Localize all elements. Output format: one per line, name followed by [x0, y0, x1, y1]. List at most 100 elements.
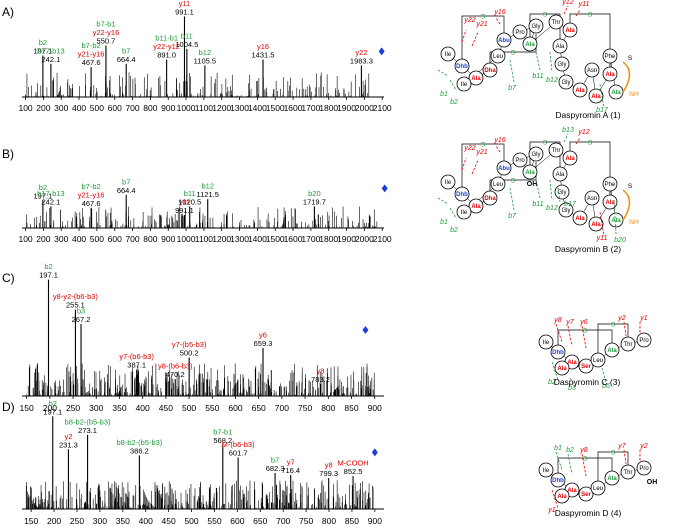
- fragment-label: b12: [546, 205, 558, 212]
- residue-node: Dha: [482, 62, 498, 78]
- peak-label: y16: [257, 42, 269, 51]
- precursor-marker: [371, 448, 378, 457]
- fragment-label: b13: [562, 127, 574, 134]
- residue-label: Ala: [557, 366, 567, 372]
- residue-node: Leu: [590, 352, 606, 368]
- peak-label: M-COOH: [337, 459, 368, 468]
- x-tick-label: 2100: [373, 234, 392, 244]
- residue-label: Asn: [587, 68, 597, 74]
- fragment-cut: [509, 59, 515, 83]
- x-tick-label: 200: [36, 103, 50, 113]
- x-tick-label: 800: [322, 516, 336, 526]
- fragment-cut: [437, 197, 449, 205]
- peak-label: b2: [39, 183, 47, 192]
- fragment-label: y1: [639, 315, 648, 322]
- peak-label: 1020.5: [178, 197, 201, 206]
- peak-label: b20: [308, 189, 321, 198]
- residue-circle: [562, 22, 578, 38]
- fragment-label: y8: [553, 317, 562, 324]
- peak-label: 273.1: [78, 426, 97, 435]
- x-tick-label: 900: [368, 403, 382, 413]
- fragment-label: b2: [450, 99, 458, 106]
- x-tick-label: 850: [345, 516, 359, 526]
- residue-label: Pro: [639, 338, 649, 344]
- peak-label: 716.4: [281, 466, 300, 475]
- residue-label: Abu: [498, 166, 510, 172]
- fragment-label: y16: [493, 9, 505, 16]
- structure-caption: Daspyromin A (1): [555, 110, 620, 120]
- residue-circle: [602, 48, 618, 64]
- residue-label: Abu: [498, 38, 510, 44]
- x-tick-label: 1900: [337, 234, 356, 244]
- residue-node: Ala: [602, 66, 618, 82]
- fragment-cut: [623, 321, 627, 337]
- thioether-bridge: [597, 451, 629, 481]
- fragment-label: y1: [547, 507, 556, 514]
- residue-node: Ala: [552, 38, 568, 54]
- precursor-marker: [362, 326, 369, 334]
- fragment-cut: [471, 31, 479, 47]
- residue-label: Ser: [581, 492, 591, 498]
- peak-label: 242.1: [42, 55, 61, 64]
- peak-label: y8: [325, 461, 333, 470]
- residue-circle: [588, 88, 604, 104]
- x-tick-label: 350: [112, 403, 126, 413]
- x-tick-label: 700: [275, 403, 289, 413]
- x-tick-label: 350: [116, 516, 130, 526]
- residue-circle: [482, 190, 498, 206]
- residue-label: Dhb: [456, 64, 468, 70]
- residue-circle: [584, 190, 600, 206]
- residue-node: Asn: [584, 62, 600, 78]
- fragment-label: b1: [440, 91, 448, 98]
- x-tick-label: 250: [66, 403, 80, 413]
- peak-label: 267.2: [72, 315, 91, 324]
- peak-label: y8-(b6-b3): [158, 362, 193, 371]
- x-tick-label: 200: [43, 403, 57, 413]
- fragment-cut: [575, 137, 581, 145]
- residue-node: Ala: [604, 470, 620, 486]
- peak-label: 197.1: [33, 47, 52, 56]
- peak-label: b8-b2-(b5-b3): [65, 417, 111, 426]
- residue-circle: [562, 150, 578, 166]
- residue-node: Ala: [588, 88, 604, 104]
- residue-circle: [604, 470, 620, 486]
- ring-sulfur-label: S: [628, 183, 633, 190]
- residue-circle: [496, 32, 512, 48]
- residue-label: Ala: [471, 76, 481, 82]
- precursor-marker: [378, 47, 385, 56]
- x-tick-label: 850: [344, 403, 358, 413]
- peak-label: M-(b6-b3): [222, 440, 255, 449]
- peak-label: y7-(b6-b3): [119, 352, 154, 361]
- peak-label: y21-y16: [78, 190, 105, 199]
- residue-node: Gly: [558, 202, 574, 218]
- fragment-cut: [495, 145, 501, 153]
- peak-label: 682.3: [266, 464, 285, 473]
- fragment-cut: [449, 207, 457, 219]
- x-tick-label: 300: [54, 234, 68, 244]
- peak-label: b7-b2: [82, 41, 101, 50]
- x-tick-label: 2000: [355, 103, 374, 113]
- residue-circle: [604, 342, 620, 358]
- residue-circle: [496, 160, 512, 176]
- residue-node: Gly: [554, 184, 570, 200]
- peak-label: 197.1: [33, 192, 52, 201]
- residue-node: Thr: [620, 464, 636, 480]
- x-tick-label: 500: [90, 103, 104, 113]
- peak-label: b2: [44, 262, 52, 271]
- x-tick-label: 500: [182, 403, 196, 413]
- residue-node: Dhb: [454, 58, 470, 74]
- residue-label: Dhb: [552, 478, 564, 484]
- fragment-label: y7: [565, 319, 575, 326]
- x-tick-label: 1400: [248, 103, 267, 113]
- residue-node: Ala: [522, 36, 538, 52]
- residue-node: Gly: [554, 56, 570, 72]
- residue-label: Dhb: [456, 192, 468, 198]
- residue-circle: [602, 176, 618, 192]
- panel-letter: C): [2, 271, 15, 285]
- residue-label: Leu: [493, 54, 503, 60]
- peak-label: b7-b2: [82, 182, 101, 191]
- residue-label: Gly: [562, 208, 571, 214]
- residue-label: Ile: [461, 210, 468, 216]
